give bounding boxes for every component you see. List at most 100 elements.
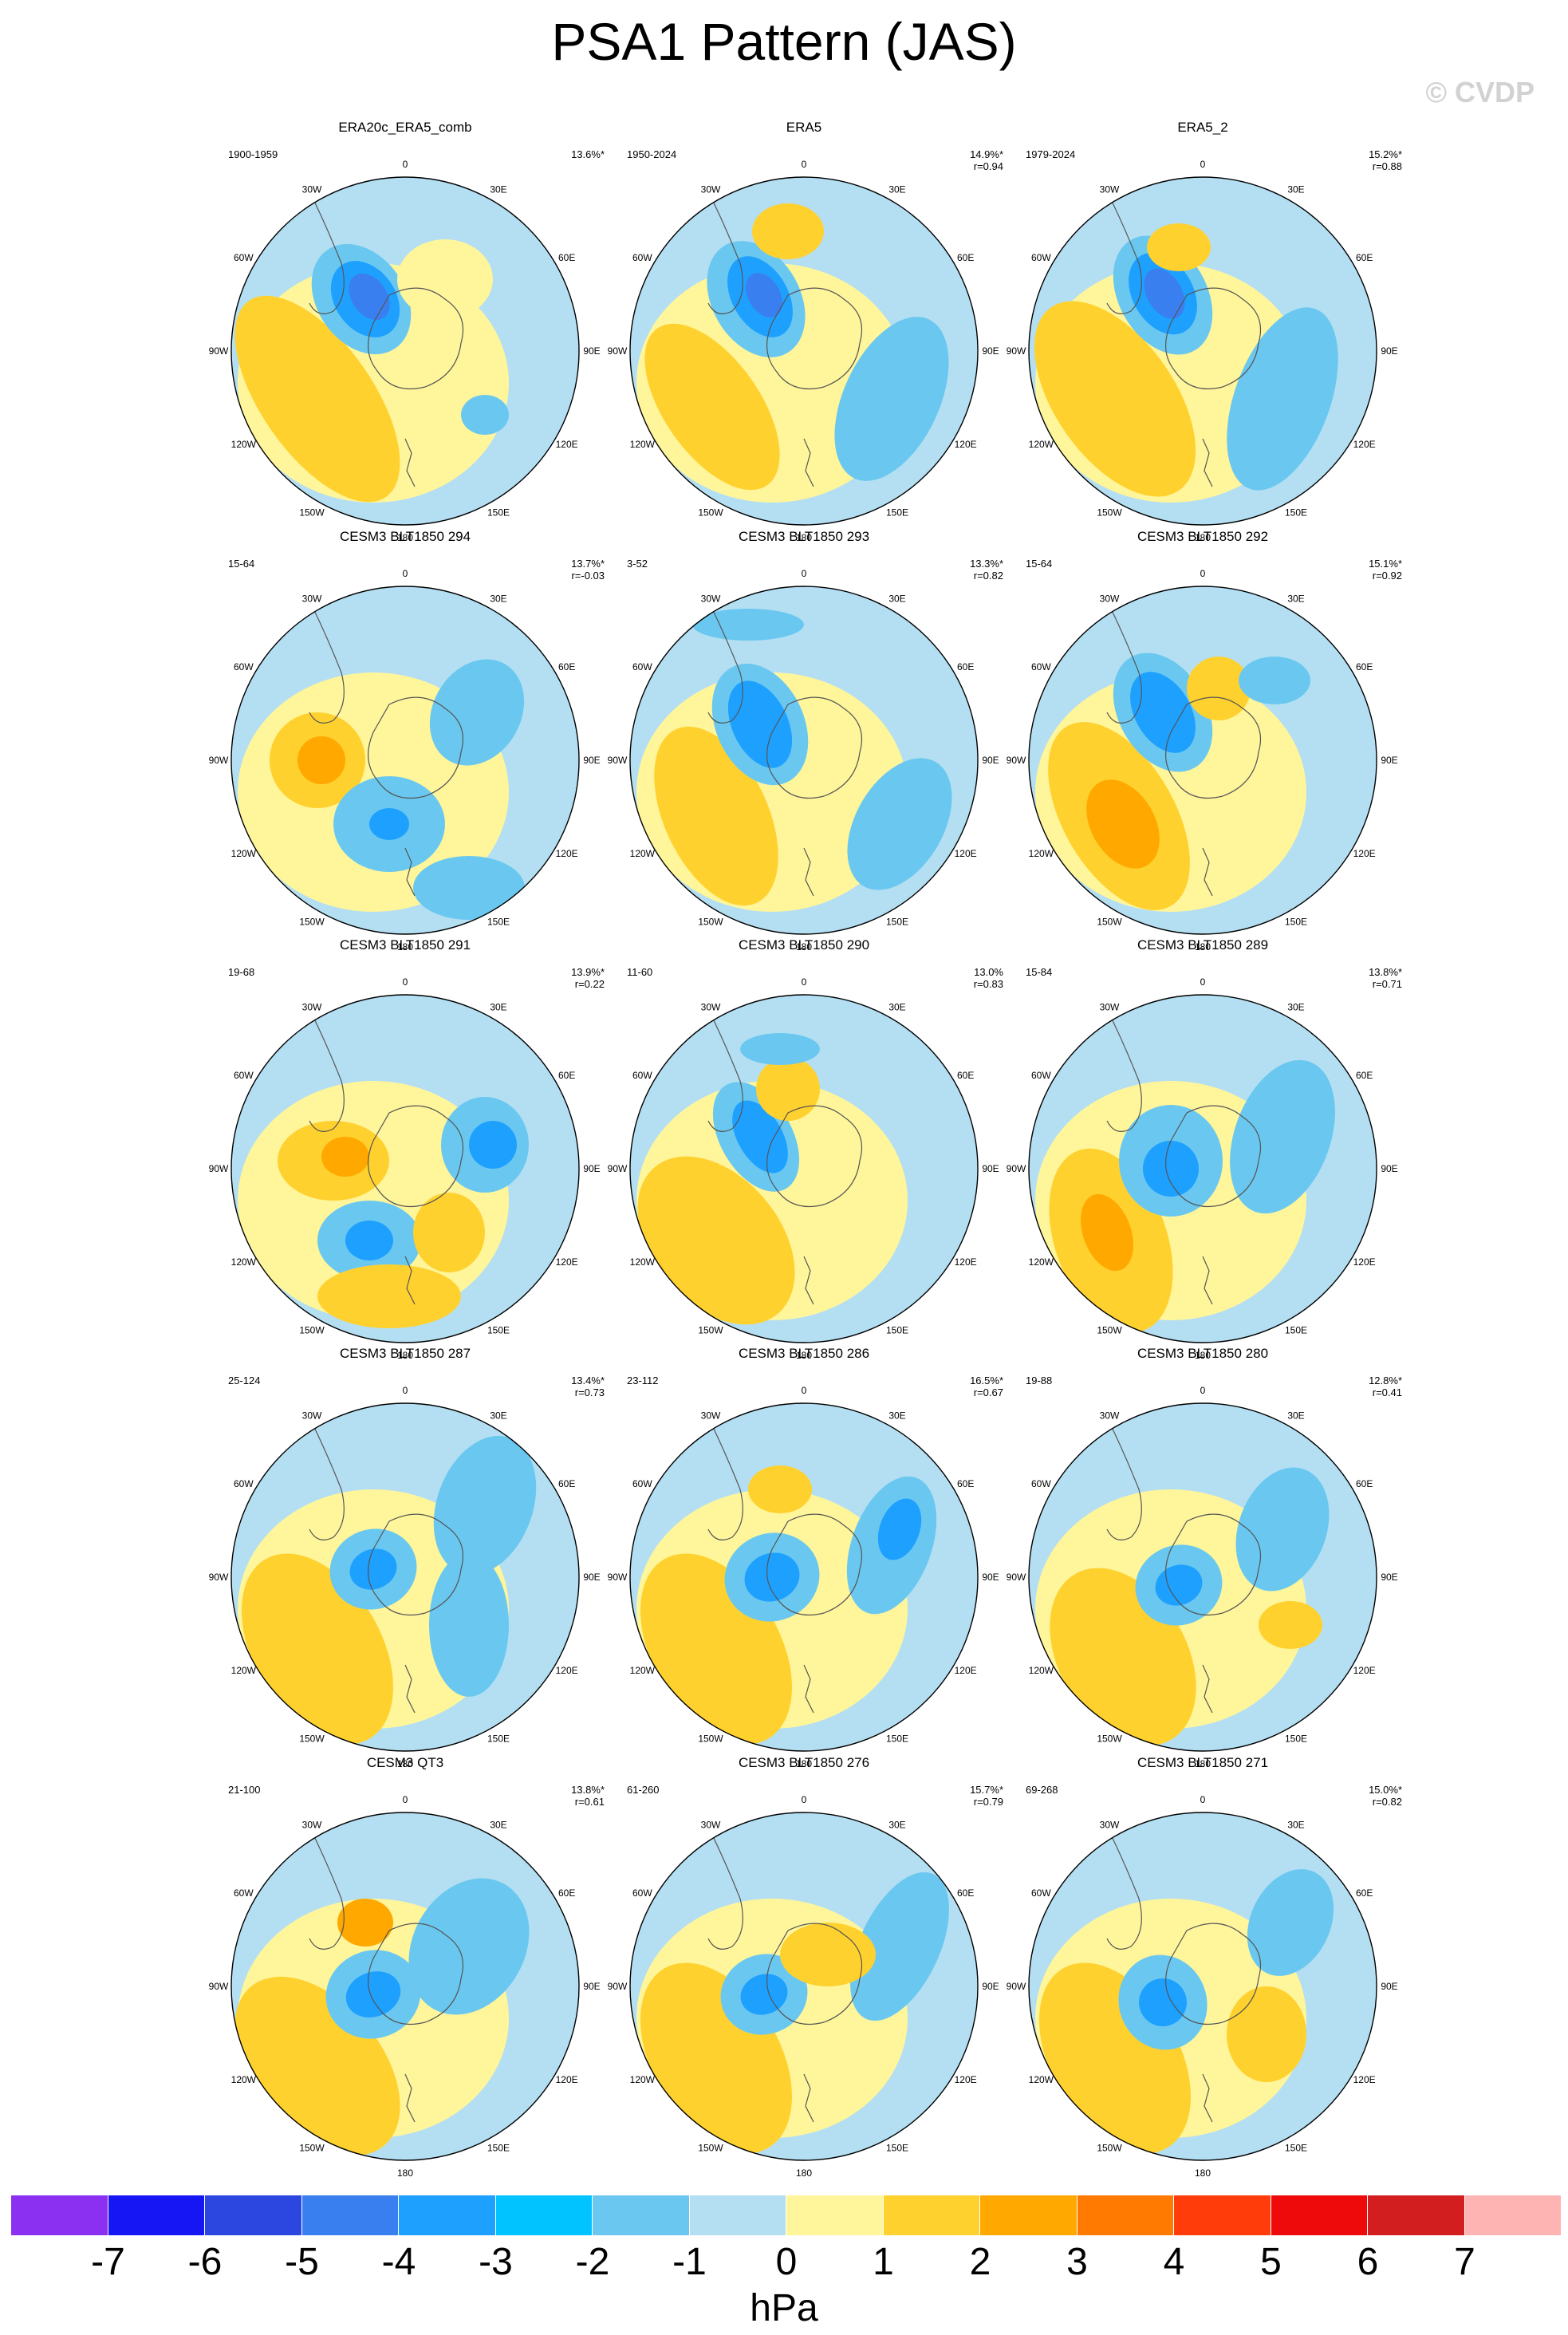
variance-explained: 15.7%* bbox=[970, 1784, 1003, 1796]
variance-explained: 13.4%* bbox=[571, 1375, 605, 1386]
panel-period: 23-112 bbox=[627, 1375, 659, 1386]
longitude-label: 90W bbox=[209, 1163, 229, 1174]
longitude-label: 30W bbox=[701, 1410, 721, 1421]
panel-title: CESM3 QT3 bbox=[366, 1755, 444, 1770]
anomaly-contour bbox=[369, 808, 409, 840]
polar-map: 0 30E 60E 90E 120E 150E 180 150W 120W 90W 60W 30W bbox=[209, 568, 601, 953]
new-zealand-coastline bbox=[803, 1256, 814, 1305]
pattern-correlation: r=0.67 bbox=[973, 1386, 1003, 1398]
longitude-label: 120W bbox=[231, 439, 257, 450]
longitude-label: 90E bbox=[982, 1163, 999, 1174]
map-boundary bbox=[230, 176, 580, 526]
anomaly-contour bbox=[1235, 1467, 1330, 1592]
anomaly-contour bbox=[644, 323, 780, 491]
anomaly-contour bbox=[413, 856, 525, 920]
longitude-label: 30E bbox=[888, 183, 905, 195]
anomaly-contour bbox=[337, 1899, 393, 1946]
longitude-label: 30W bbox=[302, 1001, 322, 1012]
pattern-correlation: r=-0.03 bbox=[571, 570, 605, 582]
panel-stats: 13.4%* r=0.73 bbox=[517, 1375, 605, 1398]
panel-period: 69-268 bbox=[1026, 1784, 1058, 1796]
longitude-label: 90E bbox=[583, 1981, 600, 1992]
anomaly-contour bbox=[740, 1974, 788, 2015]
map-panel: 0 30E 60E 90E 120E 150E 180 150W 120W 90W 60W 30W CE… bbox=[182, 1346, 628, 1777]
longitude-label: 0 bbox=[403, 568, 408, 579]
longitude-label: 60E bbox=[1356, 1887, 1373, 1899]
longitude-label: 150E bbox=[487, 917, 510, 928]
map-boundary bbox=[1028, 1812, 1377, 2161]
longitude-label: 180 bbox=[397, 941, 413, 953]
variance-explained: 13.6%* bbox=[571, 148, 605, 160]
longitude-label: 180 bbox=[397, 1350, 413, 1361]
variance-explained: 12.8%* bbox=[1369, 1375, 1402, 1386]
anomaly-contour bbox=[732, 1100, 788, 1173]
longitude-label: 150W bbox=[1097, 507, 1122, 519]
longitude-label: 180 bbox=[796, 1758, 812, 1769]
longitude-label: 90E bbox=[1381, 1572, 1397, 1583]
longitude-label: 60E bbox=[558, 661, 575, 672]
anomaly-contour bbox=[349, 1548, 397, 1590]
anomaly-contour bbox=[1155, 1564, 1203, 1606]
longitude-label: 60E bbox=[957, 1887, 974, 1899]
longitude-label: 60W bbox=[1031, 1478, 1051, 1489]
panel-title: CESM3 BLT1850 294 bbox=[339, 529, 471, 544]
longitude-label: 90W bbox=[209, 1981, 229, 1992]
longitude-label: 120W bbox=[630, 1665, 656, 1676]
longitude-label: 150W bbox=[1097, 917, 1122, 928]
longitude-label: 120W bbox=[231, 2074, 257, 2085]
map-boundary bbox=[1028, 994, 1377, 1343]
longitude-label: 60W bbox=[632, 1887, 652, 1899]
panel-title: CESM3 BLT1850 292 bbox=[1137, 529, 1269, 544]
colorbar-swatch bbox=[689, 2195, 786, 2235]
longitude-label: 60E bbox=[558, 252, 575, 263]
new-zealand-coastline bbox=[404, 1256, 416, 1305]
polar-map: 0 30E 60E 90E 120E 150E 180 150W 120W 90W 60W 30W bbox=[608, 976, 999, 1361]
map-boundary bbox=[230, 994, 580, 1343]
colorbar-swatch bbox=[1077, 2195, 1174, 2235]
longitude-label: 180 bbox=[796, 2167, 812, 2179]
anomaly-contour bbox=[748, 1465, 812, 1513]
antarctica-coastline bbox=[367, 287, 464, 390]
anomaly-contour bbox=[1259, 1601, 1322, 1649]
panel-stats: 15.0%* r=0.82 bbox=[1314, 1784, 1402, 1808]
longitude-label: 120W bbox=[630, 439, 656, 450]
longitude-label: 0 bbox=[802, 1794, 807, 1805]
colorbar-swatch bbox=[1174, 2195, 1271, 2235]
longitude-label: 60E bbox=[558, 1478, 575, 1489]
antarctica-coastline bbox=[1164, 1923, 1262, 2025]
panel-stats: 15.2%* r=0.88 bbox=[1314, 148, 1402, 172]
longitude-label: 120W bbox=[1029, 1665, 1054, 1676]
colorbar-units: hPa bbox=[750, 2287, 818, 2329]
new-zealand-coastline bbox=[803, 438, 814, 487]
panel-stats: 13.8%* r=0.71 bbox=[1314, 966, 1402, 990]
longitude-label: 60W bbox=[1031, 661, 1051, 672]
longitude-label: 120W bbox=[1029, 848, 1054, 859]
longitude-label: 90W bbox=[608, 1572, 628, 1583]
new-zealand-coastline bbox=[803, 2073, 814, 2123]
map-panel: 0 30E 60E 90E 120E 150E 180 150W 120W 90W 60W 30W CE… bbox=[979, 1346, 1426, 1777]
longitude-label: 60W bbox=[1031, 1070, 1051, 1081]
longitude-label: 150E bbox=[1285, 507, 1307, 519]
longitude-label: 120E bbox=[1353, 439, 1376, 450]
variance-explained: 13.8%* bbox=[1369, 966, 1402, 978]
longitude-label: 90W bbox=[608, 755, 628, 766]
longitude-label: 150W bbox=[1097, 1325, 1122, 1336]
south-america-coastline bbox=[707, 1826, 743, 1950]
anomaly-contour bbox=[461, 395, 509, 435]
south-america-coastline bbox=[707, 1008, 743, 1132]
longitude-label: 120E bbox=[1353, 1256, 1376, 1268]
variance-explained: 13.8%* bbox=[571, 1784, 605, 1796]
panel-period: 25-124 bbox=[228, 1375, 261, 1386]
colorbar-swatch bbox=[205, 2195, 302, 2235]
longitude-label: 0 bbox=[802, 159, 807, 170]
map-boundary bbox=[230, 1402, 580, 1752]
longitude-label: 0 bbox=[403, 1385, 408, 1396]
variance-explained: 15.2%* bbox=[1369, 148, 1402, 160]
colorbar-tick-label: -5 bbox=[285, 2241, 319, 2283]
longitude-label: 90E bbox=[583, 1163, 600, 1174]
longitude-label: 0 bbox=[403, 976, 408, 988]
panel-period: 15-64 bbox=[228, 558, 255, 570]
variance-explained: 15.0%* bbox=[1369, 1784, 1402, 1796]
longitude-label: 30E bbox=[490, 183, 506, 195]
colorbar-tick-label: 4 bbox=[1163, 2241, 1185, 2283]
